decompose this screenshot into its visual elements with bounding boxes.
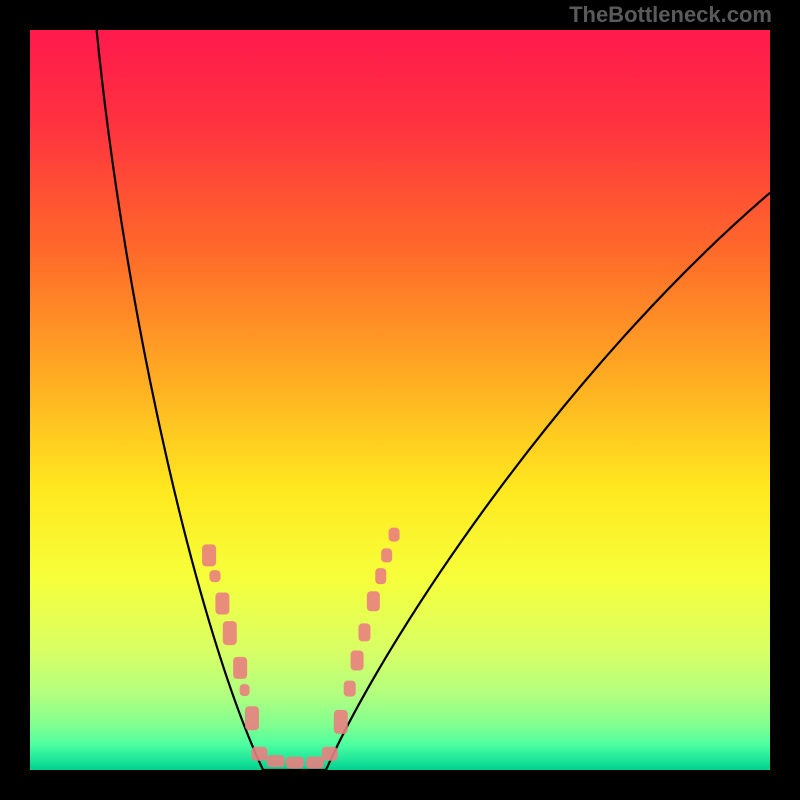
plot-area — [30, 30, 770, 770]
watermark-text: TheBottleneck.com — [569, 2, 772, 28]
plot-svg — [30, 30, 770, 770]
chart-container: TheBottleneck.com — [0, 0, 800, 800]
gradient-background — [30, 30, 770, 770]
